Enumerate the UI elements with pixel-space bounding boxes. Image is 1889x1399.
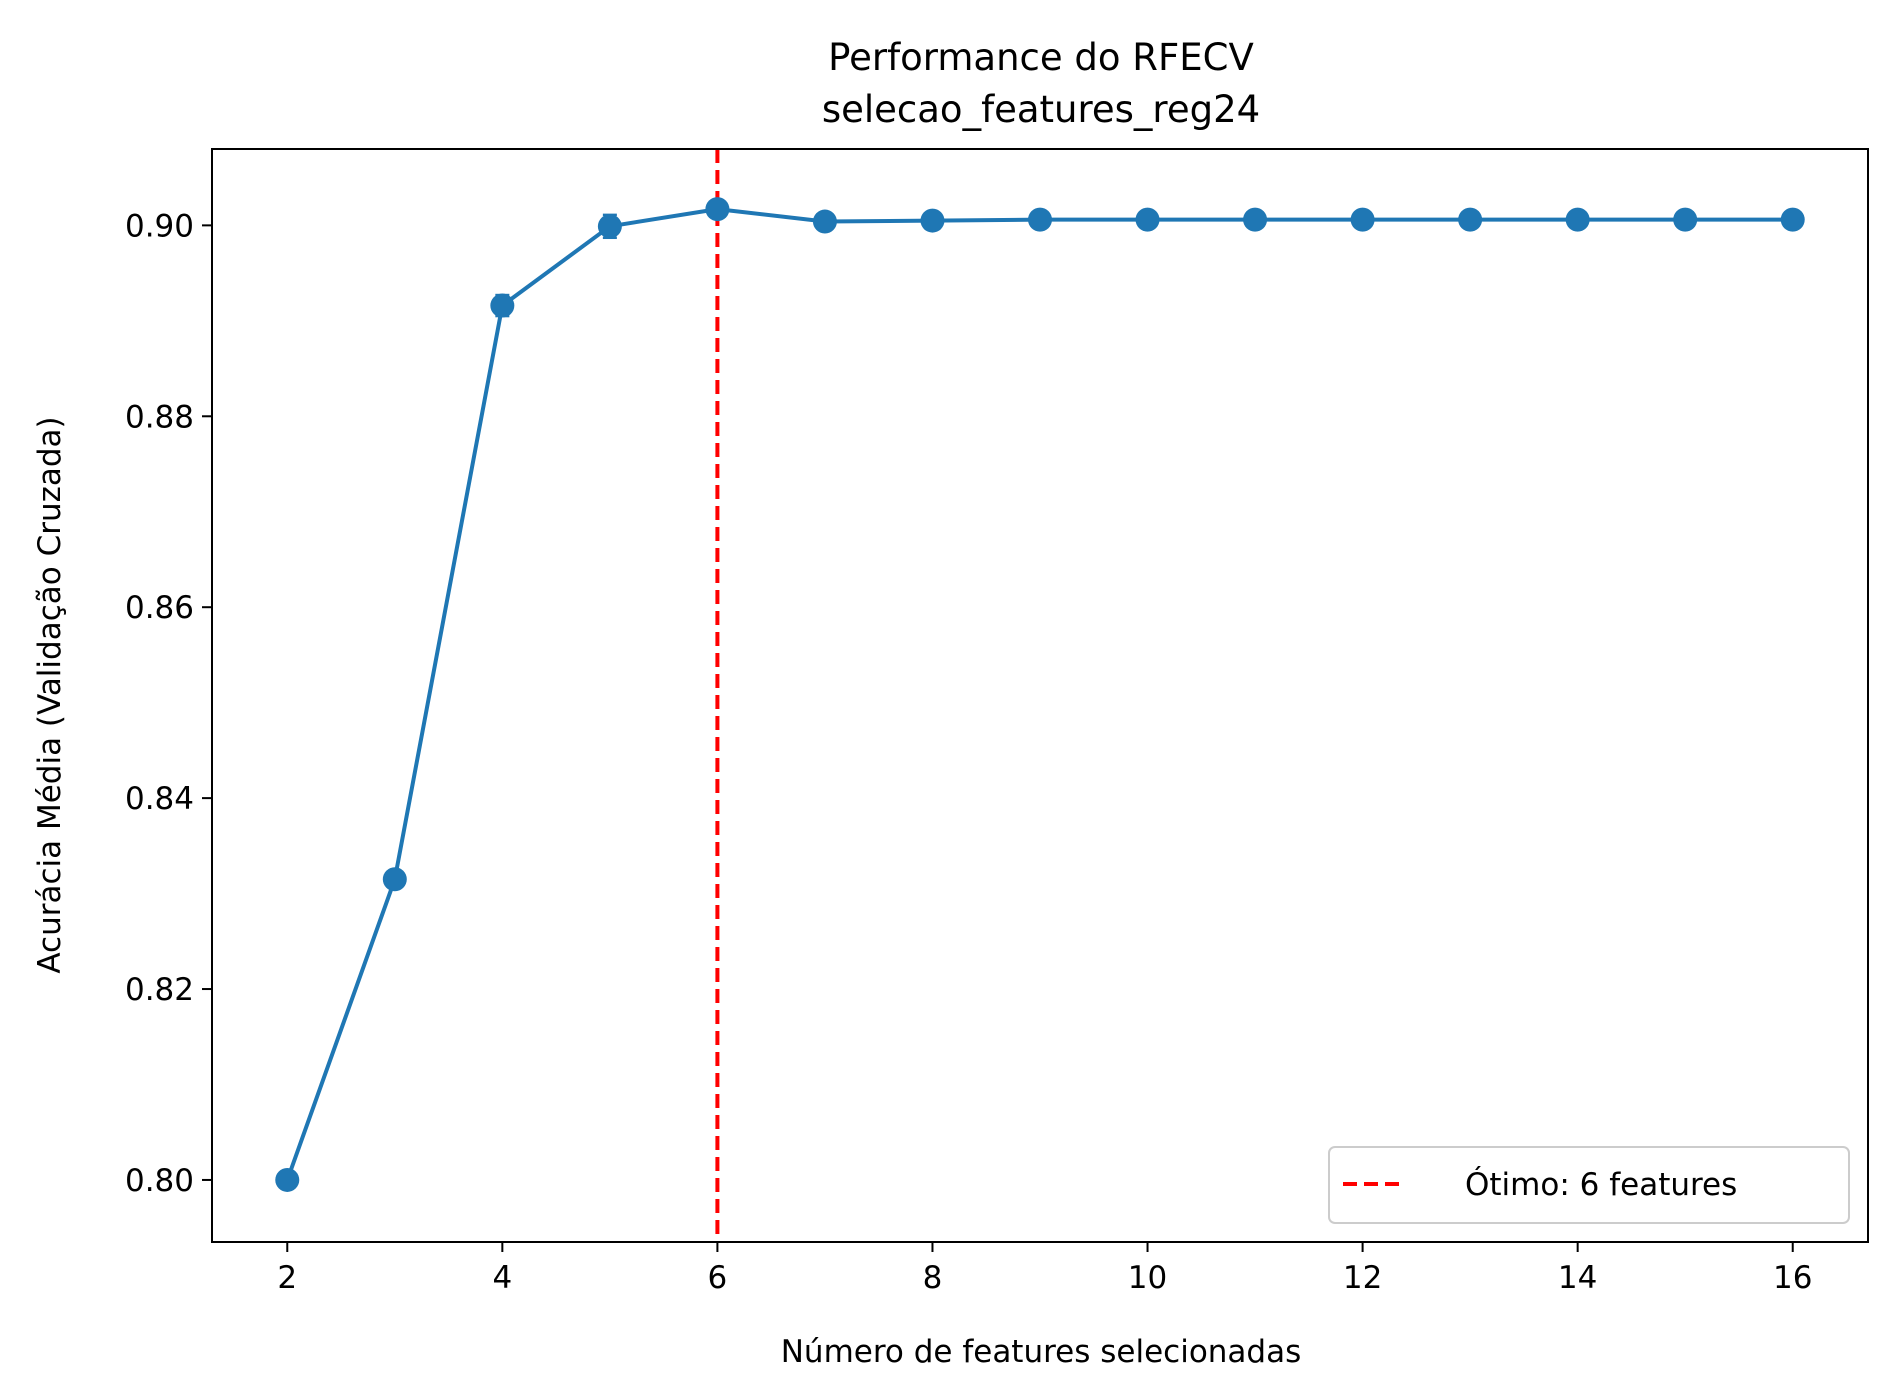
- chart-subtitle: selecao_features_reg24: [822, 88, 1260, 131]
- y-tick-label: 0.86: [125, 590, 194, 626]
- plot-frame: [211, 148, 1869, 1243]
- x-axis-label: Número de features selecionadas: [781, 1334, 1302, 1370]
- y-tick-label: 0.90: [125, 208, 194, 244]
- x-tick-label: 16: [1773, 1260, 1812, 1296]
- y-tick-label: 0.84: [125, 781, 194, 817]
- data-point: [1243, 207, 1268, 232]
- legend-label-reference-line: Ótimo: 6 features: [1465, 1166, 1737, 1203]
- data-point: [920, 208, 945, 233]
- data-point: [1780, 207, 1805, 232]
- data-point: [275, 1167, 300, 1192]
- data-point: [1135, 207, 1160, 232]
- x-tick-label: 2: [277, 1260, 297, 1296]
- data-point: [490, 293, 515, 318]
- legend: Ótimo: 6 features: [1328, 1146, 1850, 1224]
- data-point: [1350, 207, 1375, 232]
- x-tick-label: 4: [492, 1260, 512, 1296]
- data-point: [1673, 207, 1698, 232]
- x-axis: 2 4 6 8 10 12 14 16: [277, 1242, 1812, 1296]
- y-tick-label: 0.82: [125, 972, 194, 1008]
- y-axis: 0.80 0.82 0.84 0.86 0.88 0.90: [125, 208, 212, 1199]
- x-tick-label: 14: [1558, 1260, 1597, 1296]
- data-point: [1458, 207, 1483, 232]
- x-tick-label: 10: [1128, 1260, 1167, 1296]
- data-point: [597, 214, 622, 239]
- x-tick-label: 6: [708, 1260, 728, 1296]
- y-tick-label: 0.80: [125, 1163, 194, 1199]
- plot-area: [211, 148, 1869, 1243]
- y-axis-label: Acurácia Média (Validação Cruzada): [32, 416, 68, 973]
- data-point: [705, 197, 730, 222]
- x-tick-label: 8: [923, 1260, 943, 1296]
- chart-title: Performance do RFECV: [828, 36, 1254, 79]
- data-point: [382, 867, 407, 892]
- data-point: [812, 209, 837, 234]
- y-tick-label: 0.88: [125, 399, 194, 435]
- data-point: [1565, 207, 1590, 232]
- legend-box: [1328, 1146, 1850, 1224]
- x-tick-label: 12: [1343, 1260, 1382, 1296]
- series-layer: [275, 197, 1805, 1192]
- data-point: [1028, 207, 1052, 232]
